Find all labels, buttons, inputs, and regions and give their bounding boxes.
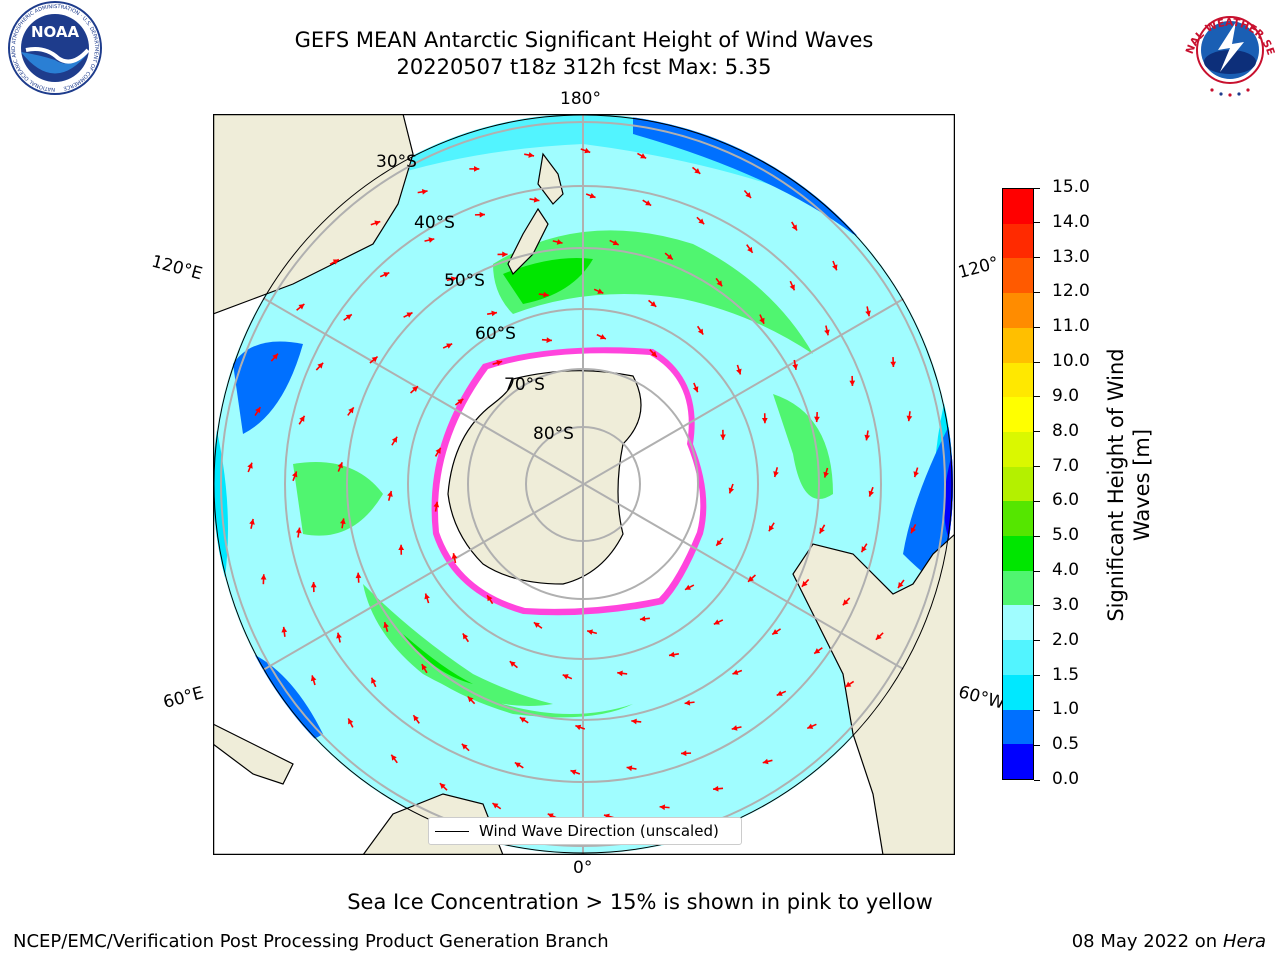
colorbar-tick: [1034, 745, 1040, 746]
colorbar-tick: [1034, 362, 1040, 363]
lon-label-180: 180°: [560, 89, 601, 109]
colorbar-tick: [1034, 188, 1040, 189]
lon-label-60w: 60°W: [956, 682, 1007, 713]
footer-date: 08 May 2022 on Hera: [1072, 931, 1266, 952]
colorbar-tick: [1034, 605, 1040, 606]
colorbar-tick-label: 9.0: [1052, 388, 1079, 405]
colorbar-tick: [1034, 396, 1040, 397]
lon-label-120e: 120°E: [149, 252, 204, 285]
lat-label-50s: 50°S: [444, 271, 485, 291]
nws-logo: NATIONAL WEATHER SERVICE: [1178, 0, 1280, 100]
colorbar-tick-label: 10.0: [1052, 353, 1090, 370]
colorbar-segment: [1003, 467, 1033, 502]
footer-host: Hera: [1223, 931, 1266, 952]
colorbar-tick: [1034, 327, 1040, 328]
lon-label-60e: 60°E: [161, 683, 206, 713]
colorbar-tick: [1034, 640, 1040, 641]
colorbar-segment: [1003, 536, 1033, 571]
colorbar-segment: [1003, 328, 1033, 363]
colorbar-tick-label: 4.0: [1052, 562, 1079, 579]
noaa-logo-text: NOAA: [31, 23, 80, 41]
lat-label-40s: 40°S: [414, 213, 455, 233]
lon-label-0: 0°: [573, 858, 592, 878]
antarctica: [432, 347, 707, 615]
colorbar-tick: [1034, 780, 1040, 781]
colorbar-segment: [1003, 571, 1033, 606]
colorbar-tick-label: 7.0: [1052, 458, 1079, 475]
colorbar-tick-label: 6.0: [1052, 492, 1079, 509]
colorbar-tick-label: 1.0: [1052, 701, 1079, 718]
lon-label-120w: 120°: [956, 253, 1001, 283]
colorbar-tick: [1034, 710, 1040, 711]
colorbar: [1002, 188, 1034, 780]
colorbar-tick-label: 2.0: [1052, 632, 1079, 649]
colorbar-segment: [1003, 432, 1033, 467]
colorbar-tick-label: 13.0: [1052, 249, 1090, 266]
colorbar-tick-label: 15.0: [1052, 179, 1090, 196]
colorbar-tick-label: 11.0: [1052, 318, 1090, 335]
colorbar-segment: [1003, 397, 1033, 432]
map-title: GEFS MEAN Antarctic Significant Height o…: [0, 27, 1168, 53]
colorbar-tick: [1034, 501, 1040, 502]
colorbar-title: Significant Height of Wind Waves [m]: [1103, 320, 1155, 650]
colorbar-tick: [1034, 222, 1040, 223]
colorbar-segment: [1003, 258, 1033, 293]
colorbar-segment: [1003, 675, 1033, 710]
sea-ice-note: Sea Ice Concentration > 15% is shown in …: [0, 890, 1280, 914]
colorbar-segment: [1003, 710, 1033, 745]
colorbar-tick: [1034, 536, 1040, 537]
colorbar-segment: [1003, 189, 1033, 224]
colorbar-tick-label: 12.0: [1052, 283, 1090, 300]
colorbar-tick-label: 1.5: [1052, 667, 1079, 684]
footer-branch: NCEP/EMC/Verification Post Processing Pr…: [13, 931, 609, 952]
colorbar-segment: [1003, 293, 1033, 328]
legend-line-swatch: [435, 831, 469, 832]
colorbar-tick-label: 0.5: [1052, 736, 1079, 753]
colorbar-tick-label: 14.0: [1052, 214, 1090, 231]
lat-label-70s: 70°S: [504, 375, 545, 395]
colorbar-segment: [1003, 605, 1033, 640]
legend-label: Wind Wave Direction (unscaled): [479, 822, 719, 840]
colorbar-tick-label: 5.0: [1052, 527, 1079, 544]
colorbar-segment: [1003, 224, 1033, 259]
colorbar-segment: [1003, 501, 1033, 536]
noaa-logo: NOAA NATIONAL OCEANIC AND ATMOSPHERIC AD…: [0, 0, 110, 100]
colorbar-segment: [1003, 744, 1033, 779]
colorbar-tick: [1034, 257, 1040, 258]
colorbar-tick: [1034, 431, 1040, 432]
footer-date-text: 08 May 2022 on: [1072, 931, 1218, 952]
colorbar-tick: [1034, 571, 1040, 572]
colorbar-segment: [1003, 363, 1033, 398]
map-subtitle: 20220507 t18z 312h fcst Max: 5.35: [0, 54, 1168, 80]
wave-height-map: [213, 114, 955, 855]
colorbar-tick: [1034, 675, 1040, 676]
lat-label-80s: 80°S: [533, 424, 574, 444]
lat-label-60s: 60°S: [475, 324, 516, 344]
colorbar-segment: [1003, 640, 1033, 675]
colorbar-tick-label: 8.0: [1052, 423, 1079, 440]
colorbar-tick-label: 0.0: [1052, 771, 1079, 788]
colorbar-tick-label: 3.0: [1052, 597, 1079, 614]
colorbar-tick: [1034, 292, 1040, 293]
colorbar-tick: [1034, 466, 1040, 467]
map-legend: Wind Wave Direction (unscaled): [428, 817, 742, 845]
lat-label-30s: 30°S: [376, 152, 417, 172]
